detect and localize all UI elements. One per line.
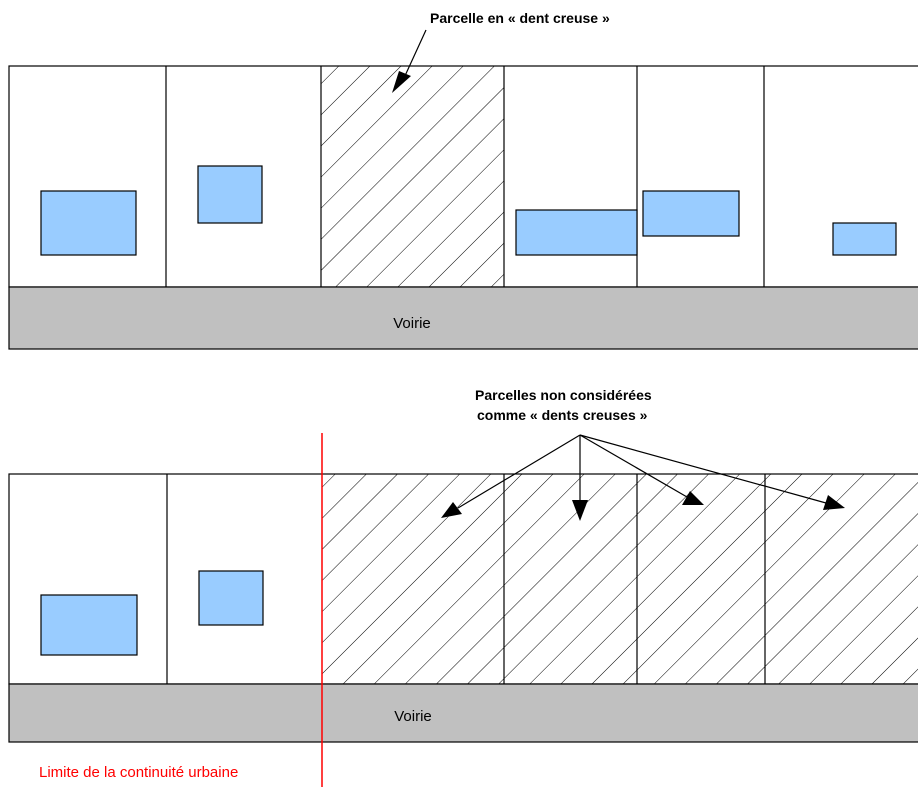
road-label: Voirie [393,315,431,332]
building [40,190,137,256]
annotation-arrowhead [441,502,462,518]
annotation-arrow-line [403,29,427,79]
annotation-arrowhead [572,500,588,521]
building [198,570,264,626]
annotation-arrow-line [457,434,581,509]
road [8,286,918,350]
building [40,594,138,656]
annotation-arrow-line [579,434,827,504]
building [515,209,638,256]
hollow-tooth-parcel [321,66,504,287]
non-hollow-annotation-line1: Parcelles non considérées [475,387,652,403]
non-hollow-annotation-line2: comme « dents creuses » [477,407,648,423]
annotation-arrowhead [392,71,411,93]
building [197,165,263,224]
non-hollow-parcels-area [322,474,918,684]
road-label: Voirie [394,708,432,725]
annotation-arrowhead [682,491,704,505]
hollow-tooth-annotation: Parcelle en « dent creuse » [430,10,610,26]
building [642,190,740,237]
bottom-diagram: Voirie Limite de la continuité urbaine P… [8,387,918,787]
annotation-arrow-line [579,434,688,498]
annotation-arrows [457,434,827,509]
annotation-arrowhead [823,495,845,510]
road [8,683,918,743]
urban-continuity-limit-label: Limite de la continuité urbaine [39,764,238,781]
building [832,222,897,256]
top-diagram: Voirie Parcelle en « dent creuse » [8,10,918,350]
